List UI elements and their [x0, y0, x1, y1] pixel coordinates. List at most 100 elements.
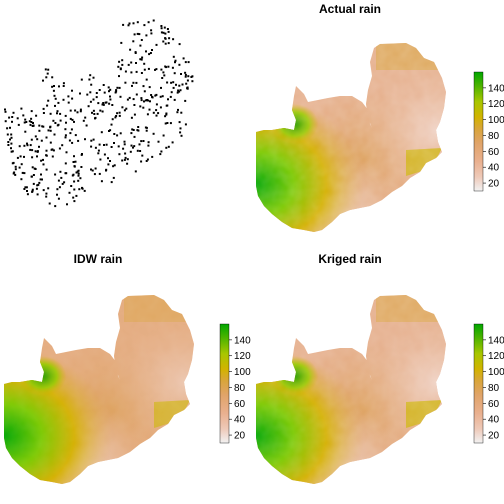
sample-point — [100, 180, 103, 183]
sample-point — [149, 100, 151, 103]
sample-point — [114, 116, 117, 119]
sample-point — [9, 138, 11, 141]
sample-point — [131, 84, 133, 87]
sample-point — [112, 176, 115, 179]
sample-point — [30, 175, 33, 178]
sample-point — [140, 72, 143, 74]
sample-point — [77, 172, 80, 175]
sample-point — [133, 135, 136, 138]
panel-kriged: Kriged rain 20 40 60 80 100 120 140 — [256, 252, 504, 484]
sample-point — [155, 109, 158, 112]
sample-point — [12, 172, 15, 175]
sample-point — [64, 134, 67, 137]
sample-point — [123, 109, 126, 112]
sample-point — [108, 90, 110, 93]
sample-point — [59, 170, 62, 173]
sample-point — [57, 179, 60, 182]
sample-point — [162, 71, 165, 74]
legend-tick-label: 60 — [234, 399, 246, 410]
sample-point — [97, 102, 100, 105]
sample-point — [112, 165, 115, 168]
sample-point — [178, 90, 181, 93]
sample-point — [41, 125, 44, 128]
sample-point — [25, 186, 28, 189]
sample-point — [130, 61, 133, 64]
sample-point — [110, 123, 113, 126]
sample-point — [20, 178, 23, 181]
sample-point — [174, 59, 177, 62]
sample-point — [42, 163, 45, 166]
sample-point — [28, 120, 31, 123]
sample-point — [29, 123, 32, 126]
sample-point — [179, 127, 182, 130]
sample-point — [45, 192, 48, 195]
sample-point — [147, 141, 150, 144]
sample-point — [187, 75, 190, 78]
sample-point — [191, 75, 194, 78]
sample-point — [42, 125, 45, 128]
sample-point — [107, 86, 110, 89]
sample-point — [155, 93, 158, 96]
sample-point — [63, 181, 66, 184]
legend-tick-label: 80 — [488, 131, 500, 142]
sample-point — [73, 120, 75, 123]
sample-point — [77, 139, 80, 142]
sample-point — [105, 168, 108, 171]
sample-point — [64, 162, 67, 165]
sample-point — [45, 154, 48, 157]
sample-point — [7, 144, 10, 146]
sample-point — [160, 150, 163, 153]
sample-point — [184, 61, 187, 64]
sample-point — [145, 34, 148, 37]
sample-point — [54, 122, 57, 124]
sample-point — [126, 162, 129, 165]
sample-point — [17, 123, 20, 126]
sample-point — [16, 117, 19, 120]
sample-point — [54, 205, 57, 208]
legend-tick-label: 80 — [488, 383, 500, 394]
sample-point — [94, 146, 97, 149]
sample-point — [73, 165, 76, 168]
sample-point — [109, 95, 111, 98]
sample-point — [157, 112, 160, 115]
sample-point — [83, 189, 86, 192]
sample-point — [73, 180, 76, 183]
sample-point — [180, 73, 182, 75]
sample-point — [8, 116, 11, 119]
sample-point — [136, 129, 139, 132]
sample-point — [176, 91, 179, 94]
panel-title-idw: IDW rain — [74, 252, 123, 266]
sample-point — [108, 102, 111, 105]
sample-point — [58, 147, 61, 150]
sample-point — [36, 150, 39, 153]
sample-point — [24, 186, 27, 189]
sample-point — [138, 143, 141, 146]
sample-point — [65, 121, 67, 124]
sample-point — [45, 136, 48, 139]
sample-point — [177, 89, 180, 92]
sample-point — [174, 61, 176, 64]
sample-point — [6, 133, 9, 136]
sample-point — [47, 68, 50, 71]
sample-point — [165, 104, 168, 107]
sample-point — [125, 107, 128, 110]
sample-point — [132, 146, 134, 149]
sample-point — [58, 85, 60, 88]
sample-point — [90, 145, 93, 148]
sample-point — [115, 90, 118, 93]
sample-point — [32, 182, 35, 185]
sample-point — [102, 103, 105, 106]
sample-point — [61, 182, 64, 185]
sample-point — [79, 177, 82, 180]
sample-point — [26, 142, 28, 145]
sample-point — [123, 140, 126, 143]
sample-point — [121, 106, 124, 109]
sample-point — [150, 29, 153, 32]
sample-point — [142, 106, 145, 109]
sample-point — [90, 168, 92, 171]
sample-point — [51, 155, 54, 158]
sample-point — [116, 86, 119, 89]
sample-point — [122, 147, 125, 150]
sample-point — [132, 40, 135, 43]
